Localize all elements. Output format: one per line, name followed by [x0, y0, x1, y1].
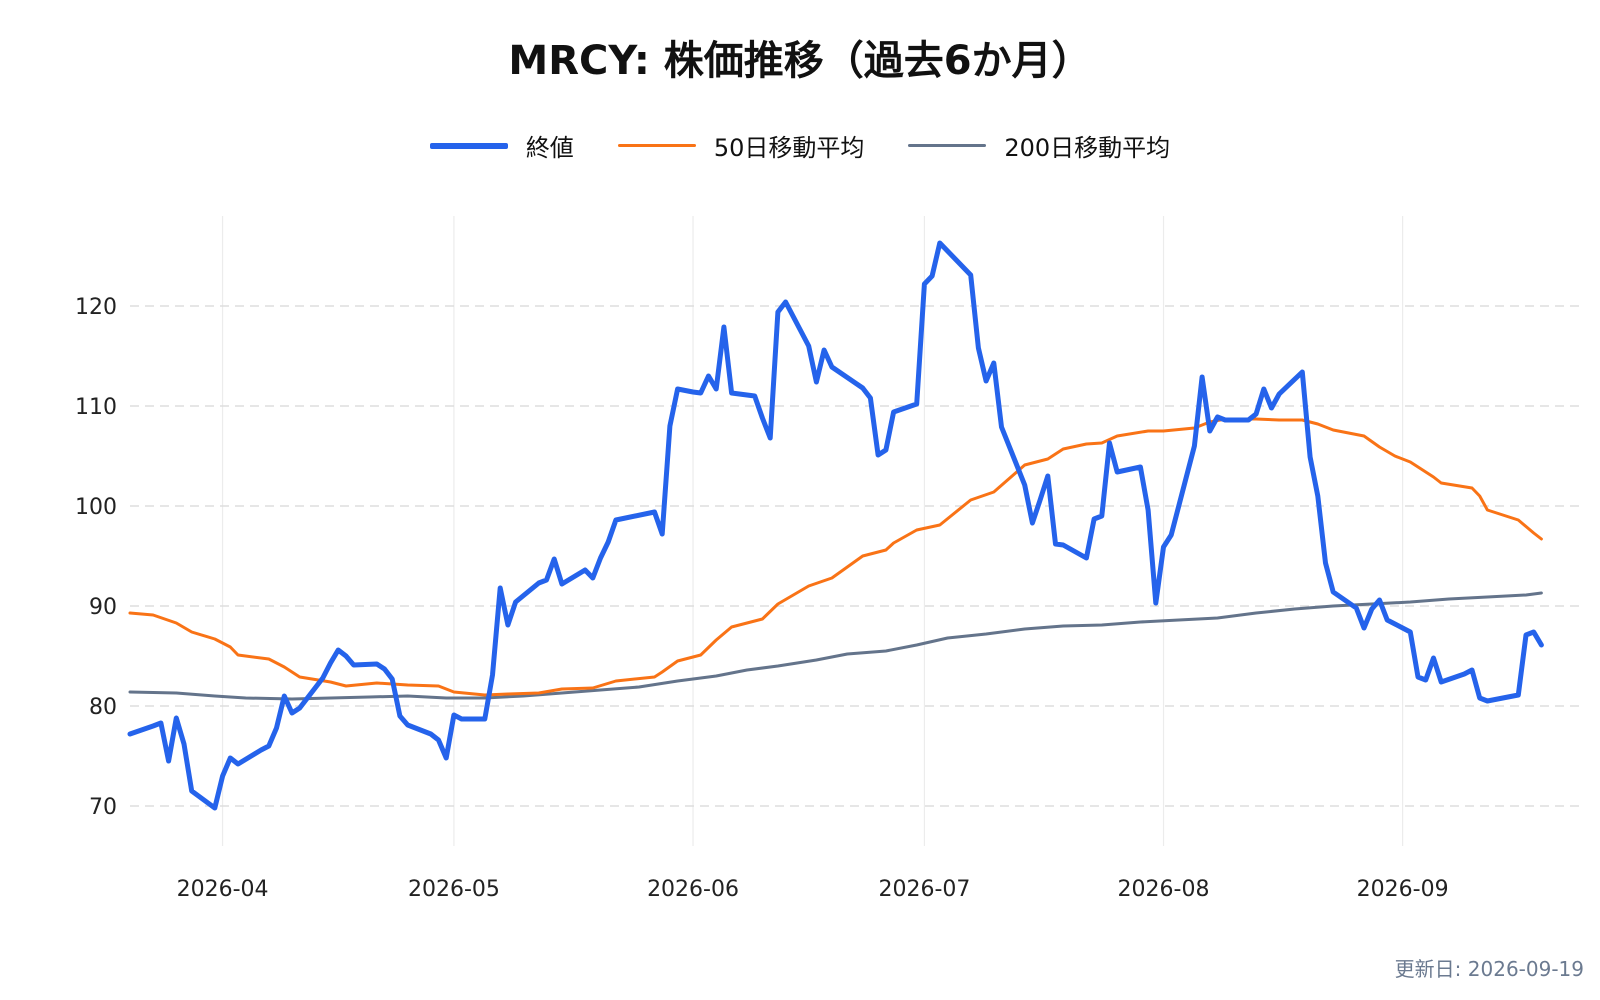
y-tick-label: 70 [89, 795, 117, 820]
chart-legend: 終値 50日移動平均 200日移動平均 [0, 128, 1600, 163]
legend-label-ma200: 200日移動平均 [1004, 134, 1171, 162]
series-line-close [127, 240, 1544, 811]
legend-item-ma200: 200日移動平均 [908, 128, 1170, 163]
y-tick-label: 100 [75, 495, 117, 520]
updated-date-note: 更新日: 2026-09-19 [1394, 957, 1584, 981]
chart-title: MRCY: 株価推移（過去6か月） [508, 38, 1092, 84]
legend-item-ma50: 50日移動平均 [617, 128, 865, 163]
legend-swatch-close [429, 142, 508, 149]
x-tick-label: 2026-08 [1118, 877, 1210, 902]
x-tick-label: 2026-05 [408, 877, 500, 902]
y-tick-label: 90 [89, 595, 117, 620]
x-tick-label: 2026-04 [177, 877, 269, 902]
series-line-ma50 [128, 417, 1543, 697]
legend-swatch-ma50 [617, 144, 696, 147]
y-tick-label: 110 [75, 395, 117, 420]
x-tick-label: 2026-09 [1357, 877, 1449, 902]
legend-label-close: 終値 [525, 134, 574, 162]
legend-swatch-ma200 [908, 144, 987, 147]
x-tick-label: 2026-06 [647, 877, 739, 902]
y-tick-label: 120 [75, 295, 117, 320]
legend-item-close: 終値 [429, 128, 574, 163]
legend-label-ma50: 50日移動平均 [713, 134, 865, 162]
x-tick-label: 2026-07 [878, 877, 970, 902]
series-line-ma200 [128, 591, 1543, 701]
y-tick-label: 80 [89, 695, 117, 720]
